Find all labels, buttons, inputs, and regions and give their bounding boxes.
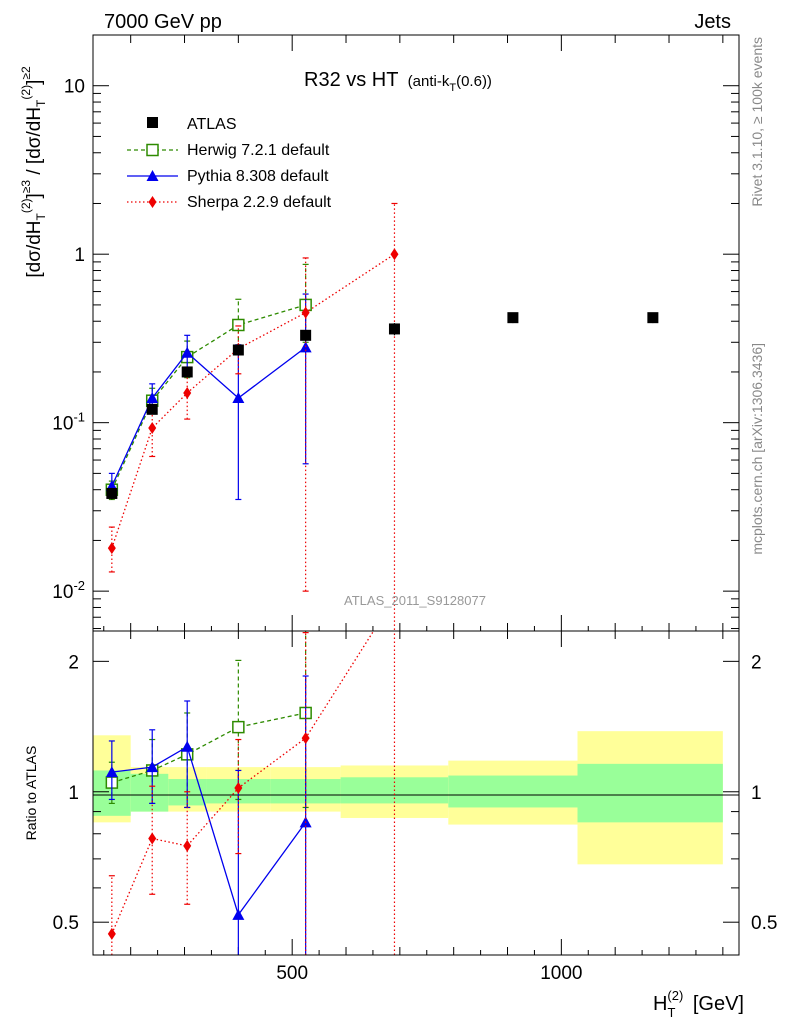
xlabel: HT(2) [GeV]: [653, 988, 744, 1020]
legend-marker-sherpa: [148, 196, 157, 208]
ratio-point-sherpa: [234, 782, 243, 795]
main-point-atlas: [647, 312, 659, 324]
ratio-ytick-label-left: 1: [68, 783, 79, 804]
band-inner-bin: [130, 773, 169, 812]
main-point-atlas: [507, 312, 519, 324]
ratio-point-sherpa: [301, 732, 310, 745]
band-inner-bin: [577, 763, 723, 823]
ratio-ytick-label-left: 0.5: [53, 913, 79, 934]
main-ytick-label: 10: [64, 77, 85, 98]
legend-label-herwig: Herwig 7.2.1 default: [187, 142, 330, 159]
plot-title-suffix: (anti-kT(0.6)): [408, 73, 492, 94]
band-inner-bin: [448, 775, 578, 808]
main-line-pythia: [111, 346, 307, 487]
main-ytick-exponent: -2: [73, 578, 85, 593]
legend-label-sherpa: Sherpa 2.2.9 default: [187, 194, 332, 211]
main-point-sherpa: [390, 248, 399, 261]
header-left: 7000 GeV pp: [104, 11, 222, 33]
xtick-label: 500: [276, 963, 308, 984]
main-point-atlas: [300, 329, 312, 341]
main-point-pythia: [232, 392, 245, 404]
main-point-atlas: [181, 366, 193, 378]
ratio-axis-ticks: 0.5 0.5 1 1 2 2 500 1000: [53, 631, 777, 984]
plot-title-main: R32 vs HT: [304, 69, 398, 91]
xtick-label: 1000: [540, 963, 582, 984]
ratio-point-sherpa: [148, 832, 157, 845]
ratio-point-pythia: [181, 740, 194, 752]
main-point-herwig: [232, 318, 245, 332]
main-axis-ticks: 10-2 10-1 1 10: [52, 34, 739, 631]
main-line-herwig: [111, 304, 306, 490]
ratio-series: [105, 631, 396, 955]
main-point-atlas: [232, 344, 244, 356]
main-ytick-exponent: -1: [73, 410, 85, 425]
main-point-atlas: [146, 403, 158, 415]
main-point-sherpa: [148, 421, 157, 434]
legend-marker-pythia: [146, 170, 159, 181]
ratio-ytick-label-right: 0.5: [751, 913, 777, 934]
main-ytick-label: 10-1: [52, 410, 85, 435]
ratio-point-sherpa: [183, 839, 192, 852]
ratio-point-pythia: [232, 908, 245, 920]
legend: ATLAS Herwig 7.2.1 default Pythia 8.308 …: [127, 116, 332, 211]
legend-label-pythia: Pythia 8.308 default: [187, 168, 329, 185]
rivet-label: Rivet 3.1.10, ≥ 100k events: [749, 37, 765, 207]
legend-marker-atlas: [147, 117, 158, 128]
main-point-atlas: [106, 487, 118, 499]
main-ytick-label: 1: [74, 245, 85, 266]
ratio-ytick-label-left: 2: [68, 652, 79, 673]
main-point-atlas: [388, 323, 400, 335]
main-point-sherpa: [107, 542, 116, 555]
ratio-point-pythia: [105, 766, 118, 778]
ratio-point-sherpa: [107, 927, 116, 940]
main-ylabel: [dσ/dHT(2)]≥3 / [dσ/dHT(2)]≥2: [19, 66, 48, 278]
main-point-sherpa: [301, 306, 310, 319]
plot-title: R32 vs HT (anti-kT(0.6)): [304, 69, 492, 94]
legend-marker-herwig: [146, 143, 159, 157]
main-point-pythia: [181, 346, 194, 358]
main-point-sherpa: [183, 387, 192, 400]
ratio-ytick-label-right: 2: [751, 652, 762, 673]
legend-label-atlas: ATLAS: [187, 116, 237, 133]
ratio-ytick-label-right: 1: [751, 783, 762, 804]
main-point-pythia: [146, 392, 159, 404]
main-ytick-label: 10-2: [52, 578, 85, 603]
ratio-frame: [92, 630, 740, 956]
ratio-ylabel: Ratio to ATLAS: [23, 746, 39, 841]
header-right: Jets: [694, 11, 731, 33]
source-label: mcplots.cern.ch [arXiv:1306.3436]: [749, 343, 765, 555]
ratio-point-herwig: [232, 720, 245, 734]
ratio-point-pythia: [146, 761, 159, 773]
main-series: [105, 202, 659, 631]
analysis-watermark: ATLAS_2011_S9128077: [344, 593, 486, 608]
